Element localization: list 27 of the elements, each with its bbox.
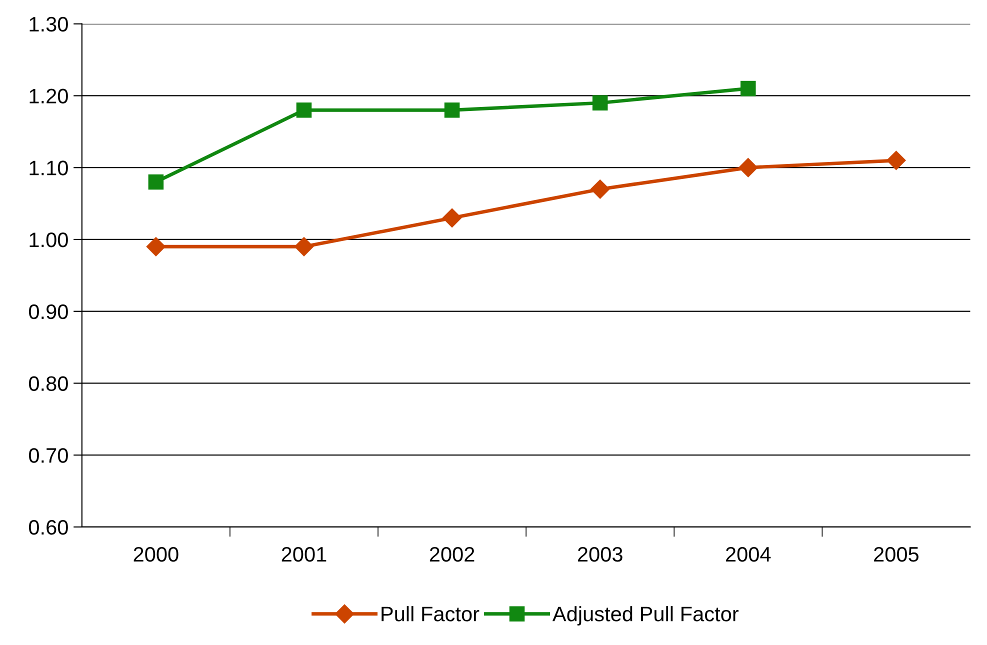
x-tick-label: 2002	[430, 546, 474, 562]
legend-label: Pull Factor	[382, 606, 480, 622]
x-tick-label: 2001	[282, 546, 326, 562]
point	[592, 95, 608, 111]
y-tick-label: 1.00	[30, 232, 68, 248]
point	[590, 180, 610, 199]
x-tick-label: 2004	[726, 546, 771, 562]
point	[442, 208, 462, 228]
point	[146, 237, 166, 256]
x-tick-label: 2003	[578, 546, 622, 562]
x-tick-label: 2005	[874, 546, 918, 562]
y-tick-label: 1.10	[30, 160, 68, 176]
point	[294, 237, 314, 256]
point	[148, 174, 164, 190]
y-tick-label: 0.60	[28, 520, 68, 535]
point	[740, 80, 756, 96]
legend-label: Adjusted Pull Factor	[552, 606, 739, 626]
x-tick-label: 2000	[134, 546, 178, 562]
y-tick-label: 0.70	[28, 448, 68, 463]
y-tick-label: 1.30	[30, 16, 68, 32]
point	[738, 158, 758, 178]
y-tick-label: 0.80	[28, 376, 68, 391]
y-tick-label: 1.20	[30, 88, 68, 104]
point	[296, 102, 312, 118]
point	[444, 102, 460, 118]
y-tick-label: 0.90	[28, 304, 68, 320]
point	[886, 150, 906, 170]
